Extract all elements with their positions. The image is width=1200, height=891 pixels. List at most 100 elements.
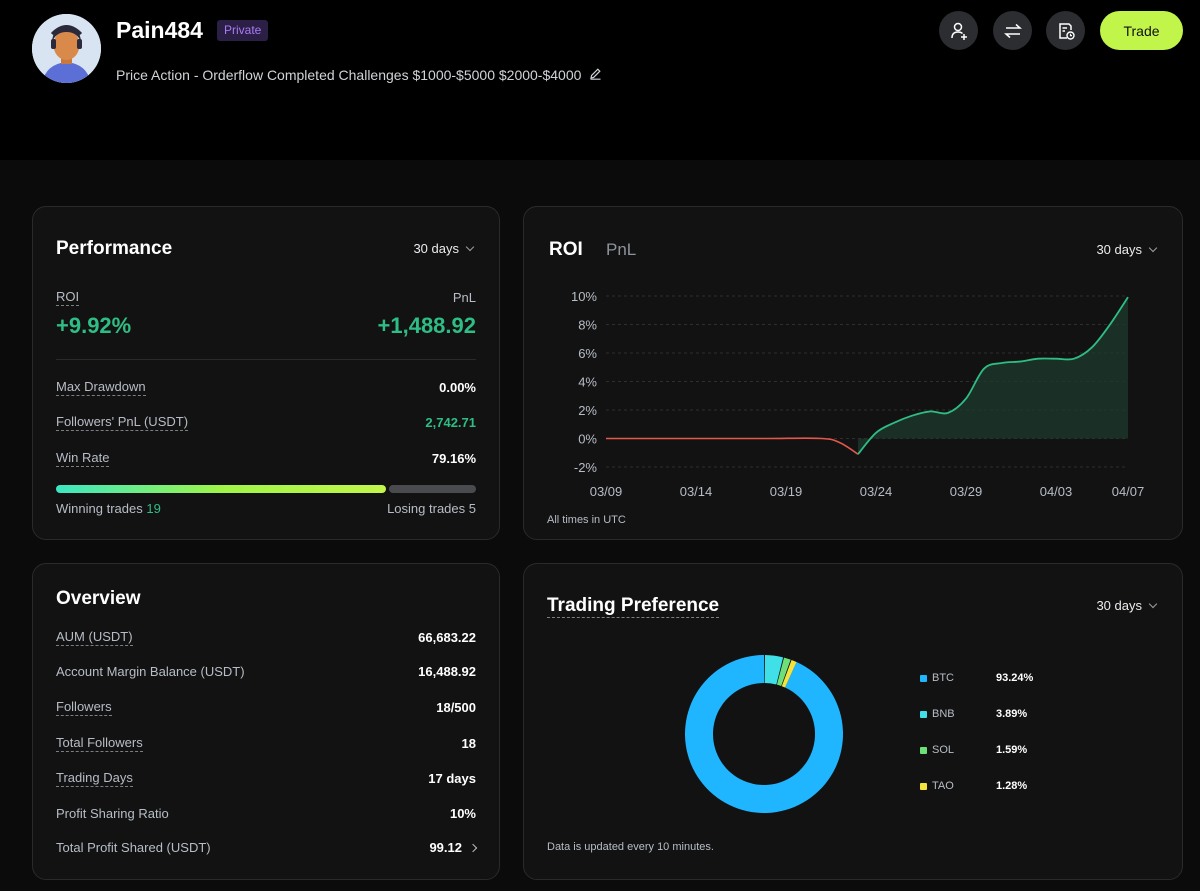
donut-slice-sol [776,657,791,686]
pnl-value: +1,488.92 [377,313,476,338]
swap-button[interactable] [993,11,1032,50]
bio-text: Price Action - Orderflow Completed Chall… [116,67,582,83]
trade-button[interactable]: Trade [1100,11,1183,50]
y-tick-label: 6% [578,346,597,361]
x-tick-label: 03/24 [860,484,893,499]
x-tick-label: 04/07 [1112,484,1145,499]
trader-name: Pain484 [116,17,203,43]
total-followers-label: Total Followers [56,735,143,752]
trading-preference-card: Trading Preference 30 days BTC 93.24% BNB 3… [523,563,1183,880]
performance-period-dropdown[interactable]: 30 days [413,241,475,256]
aum-value: 66,683.22 [418,630,476,645]
followers-label: Followers [56,699,112,716]
legend-value: 1.28% [996,780,1028,792]
roi-line-positive [857,296,1129,455]
chevron-down-icon [465,242,475,251]
win-rate-label: Win Rate [56,450,110,467]
total-profit-shared-value: 99.12 [429,840,462,855]
chart-footnote: All times in UTC [547,514,626,526]
tab-pnl[interactable]: PnL [606,240,637,259]
legend-item-btc: BTC 93.24% [920,672,1033,684]
add-user-icon [950,22,967,40]
period-label: 30 days [1096,598,1142,613]
y-tick-label: 0% [578,432,597,447]
winning-trades-label: Winning trades [56,501,143,516]
roi-area [858,297,1128,455]
roi-label: ROI [56,289,80,306]
performance-title: Performance [56,238,173,259]
legend-item-sol: SOL 1.59% [920,744,1027,756]
legend-value: 3.89% [996,708,1028,720]
winning-bar [56,485,387,493]
divider [56,359,476,360]
profit-sharing-label: Profit Sharing Ratio [56,806,169,821]
legend-label: BTC [932,672,954,684]
roi-chart-card: ROI PnL 30 days 10% 8% 6% 4% 2% 0% -2% 03/09 03/… [523,206,1183,540]
x-tick-label: 03/19 [770,484,803,499]
preference-period-dropdown[interactable]: 30 days [1096,598,1158,613]
total-profit-shared-label: Total Profit Shared (USDT) [56,840,211,855]
x-tick-label: 03/14 [680,484,713,499]
legend-swatch [920,782,927,790]
followers-pnl-value: 2,742.71 [425,415,476,430]
roi-line-negative [606,437,859,455]
roi-value: +9.92% [56,313,132,338]
edit-icon[interactable] [589,67,602,83]
total-profit-shared-row[interactable]: Total Profit Shared (USDT) 99.12 [56,840,478,855]
legend-label: SOL [932,744,955,756]
x-tick-label: 04/03 [1040,484,1073,499]
period-label: 30 days [1096,242,1142,257]
allocation-donut [685,655,843,813]
legend-swatch [920,710,927,718]
max-drawdown-value: 0.00% [439,380,476,395]
add-user-button[interactable] [939,11,978,50]
roi-chart: 10% 8% 6% 4% 2% 0% -2% 03/09 03/14 03/19 03/24 03/2… [571,289,1145,499]
followers-value: 18/500 [436,700,476,715]
legend-swatch [920,674,927,682]
legend-label: BNB [932,708,955,720]
chevron-down-icon [1148,599,1158,608]
losing-trades-label: Losing trades [387,501,466,516]
legend-swatch [920,746,927,754]
preference-footnote: Data is updated every 10 minutes. [547,841,714,853]
x-tick-label: 03/09 [590,484,623,499]
trading-days-value: 17 days [428,771,476,786]
y-tick-label: 10% [571,289,597,304]
x-tick-label: 03/29 [950,484,983,499]
y-tick-label: 2% [578,403,597,418]
pnl-label: PnL [452,290,476,305]
chevron-right-icon [468,843,478,852]
trading-preference-title: Trading Preference [547,595,720,618]
overview-card: Overview AUM (USDT) 66,683.22 Account Ma… [32,563,500,880]
legend-item-bnb: BNB 3.89% [920,708,1027,720]
bio: Price Action - Orderflow Completed Chall… [116,67,602,83]
legend-item-tao: TAO 1.28% [920,780,1027,792]
y-tick-label: 8% [578,318,597,333]
roi-period-dropdown[interactable]: 30 days [1096,242,1158,257]
donut-slice-btc [685,655,843,813]
donut-slice-bnb [764,655,784,685]
legend-value: 1.59% [996,744,1028,756]
donut-slice-tao [781,659,797,688]
performance-card: Performance 30 days ROI PnL +9.92% +1,48… [32,206,500,540]
legend-value: 93.24% [996,672,1034,684]
avatar-illustration [32,14,101,83]
margin-balance-label: Account Margin Balance (USDT) [56,664,245,679]
legend-label: TAO [932,780,954,792]
y-tick-label: 4% [578,375,597,390]
tab-roi[interactable]: ROI [549,239,583,260]
followers-pnl-label: Followers' PnL (USDT) [56,414,189,431]
profit-sharing-value: 10% [449,806,476,821]
losing-bar [389,485,476,493]
trading-days-label: Trading Days [56,770,133,787]
overview-title: Overview [56,588,141,609]
win-rate-value: 79.16% [431,451,476,466]
win-loss-bar [56,485,476,493]
losing-trades-count: 5 [468,501,476,516]
margin-balance-value: 16,488.92 [418,664,476,679]
private-badge: Private [217,20,269,41]
max-drawdown-label: Max Drawdown [56,379,146,396]
report-button[interactable] [1046,11,1085,50]
profile-header: Pain484 Private Price Action - Orderflow… [0,0,1200,160]
total-followers-value: 18 [461,736,476,751]
